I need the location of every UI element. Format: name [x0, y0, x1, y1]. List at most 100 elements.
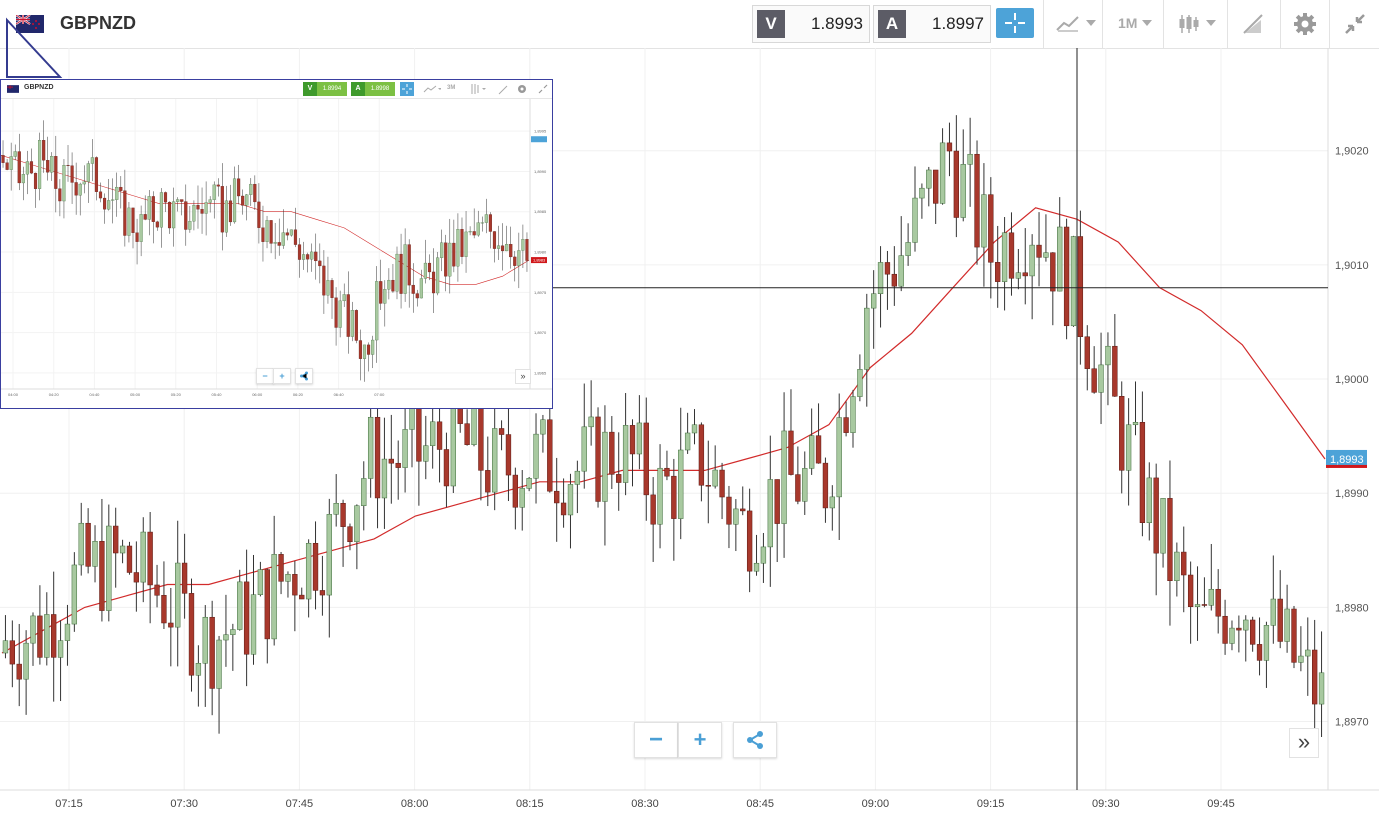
inset-x-tick-label: 05:40: [211, 392, 222, 397]
candle-body: [168, 622, 174, 628]
candle-body: [581, 426, 587, 472]
candle-body: [753, 562, 760, 572]
candle-body: [905, 242, 911, 256]
candle-body: [1077, 236, 1084, 337]
inset-x-tick-label: 04:20: [49, 392, 60, 397]
y-tick-label: 1,9010: [1335, 260, 1369, 272]
candle-body: [1277, 598, 1283, 642]
inset-candle-body: [1, 155, 5, 163]
inset-share-button[interactable]: [295, 368, 313, 384]
candle-body: [498, 428, 505, 435]
inset-y-tick-label: 1,8985: [534, 209, 547, 214]
candle-body: [912, 197, 918, 243]
candle-body: [464, 423, 470, 445]
candle-body: [1229, 627, 1235, 644]
candle-body: [602, 431, 608, 502]
inset-candle-body: [86, 163, 90, 182]
candle-body: [774, 479, 780, 524]
drawing-triangle[interactable]: [4, 17, 64, 79]
timeframe-label: 1M: [1118, 15, 1138, 31]
candle-body: [1160, 498, 1166, 554]
inset-chart[interactable]: 1,8995 1,8990 1,8985 1,8980 1,8975 1,8970 1,89…: [1, 99, 552, 408]
chevron-down-icon: [1086, 20, 1096, 26]
candle-body: [250, 594, 257, 655]
candle-body: [512, 474, 519, 508]
inset-candle-body: [224, 200, 228, 233]
candle-body: [395, 462, 401, 468]
inset-current-price-label: 1,8983: [533, 258, 546, 263]
y-tick-label: 1,9000: [1335, 374, 1369, 386]
inset-x-tick-label: 06:00: [252, 392, 263, 397]
inset-timeframe[interactable]: 3M: [447, 85, 456, 91]
draw-tools-button[interactable]: [1227, 0, 1280, 48]
chart-type-menu[interactable]: [1043, 0, 1102, 48]
candle-body: [23, 642, 29, 680]
inset-buy-button[interactable]: A 1.8998: [351, 82, 396, 96]
candle-body: [1256, 644, 1263, 661]
candle-body: [705, 485, 711, 487]
inset-crosshair-button[interactable]: [400, 82, 414, 96]
candle-body: [733, 508, 739, 525]
inset-candle-body: [440, 242, 444, 258]
candle-body: [30, 615, 36, 644]
inset-chart-window[interactable]: GBPNZD V 1.8994 A 1.8998 3M 1,8995 1,8990…: [0, 79, 553, 409]
candle-body: [1022, 272, 1028, 277]
candle-body: [622, 425, 629, 483]
candle-body: [519, 488, 525, 508]
inset-candle-body: [525, 239, 529, 261]
candle-body: [808, 435, 815, 469]
candle-body: [257, 569, 264, 595]
candle-body: [1181, 551, 1187, 576]
candle-body: [871, 293, 877, 309]
timeframe-menu[interactable]: 1M: [1102, 0, 1163, 48]
inset-zoom-out-button[interactable]: −: [256, 368, 274, 384]
inset-candle-body: [269, 220, 273, 244]
inset-expand-button[interactable]: »: [515, 369, 531, 384]
buy-price: 1.8997: [932, 14, 984, 33]
inset-y-tick-label: 1,8995: [534, 129, 547, 134]
candle-body: [891, 273, 897, 287]
candle-body: [326, 514, 332, 596]
inset-candle-body: [517, 250, 521, 266]
candle-body: [243, 581, 250, 655]
candle-style-menu[interactable]: [1163, 0, 1227, 48]
candle-body: [1201, 604, 1208, 606]
candle-body: [1263, 625, 1270, 661]
zoom-in-button[interactable]: +: [678, 722, 722, 758]
inset-candle-body: [82, 181, 86, 185]
inset-sell-button[interactable]: V 1.8994: [303, 82, 348, 96]
candle-body: [822, 462, 829, 509]
expand-button[interactable]: »: [1289, 728, 1319, 758]
collapse-button[interactable]: [1329, 0, 1379, 48]
inset-x-tick-label: 05:00: [130, 392, 141, 397]
crosshair-button[interactable]: [996, 8, 1034, 38]
inset-candle-body: [62, 165, 66, 202]
main-chart[interactable]: 1,9020 1,9010 1,9000 1,8990 1,8980 1,8970 07:1…: [0, 48, 1379, 823]
inset-candle-body: [265, 220, 269, 242]
inset-candle-body: [480, 222, 484, 224]
gbp-nzd-flag-icon: [7, 85, 19, 93]
inset-y-tick-label: 1,8980: [534, 250, 547, 255]
share-button[interactable]: [733, 722, 777, 758]
candle-body: [1153, 477, 1159, 554]
settings-button[interactable]: [1280, 0, 1329, 48]
candle-body: [850, 396, 856, 433]
inset-candle-body: [281, 232, 285, 246]
candlestick-icon: [1179, 15, 1199, 33]
candle-body: [815, 435, 822, 464]
inset-candle-body: [155, 221, 159, 228]
candle-body: [409, 408, 415, 430]
inset-candle-body: [98, 191, 103, 199]
buy-price-button[interactable]: A 1.8997: [873, 5, 991, 43]
inset-candle-body: [176, 199, 180, 202]
candle-body: [1298, 655, 1304, 663]
inset-candle-body: [13, 151, 17, 157]
candle-body: [443, 449, 450, 487]
sell-price-button[interactable]: V 1.8993: [752, 5, 870, 43]
x-tick-label: 09:30: [1092, 798, 1120, 810]
zoom-out-button[interactable]: −: [634, 722, 678, 758]
collapse-icon: [538, 84, 548, 94]
candle-body: [1001, 232, 1008, 282]
inset-zoom-in-button[interactable]: +: [273, 368, 291, 384]
candle-body: [16, 663, 22, 680]
